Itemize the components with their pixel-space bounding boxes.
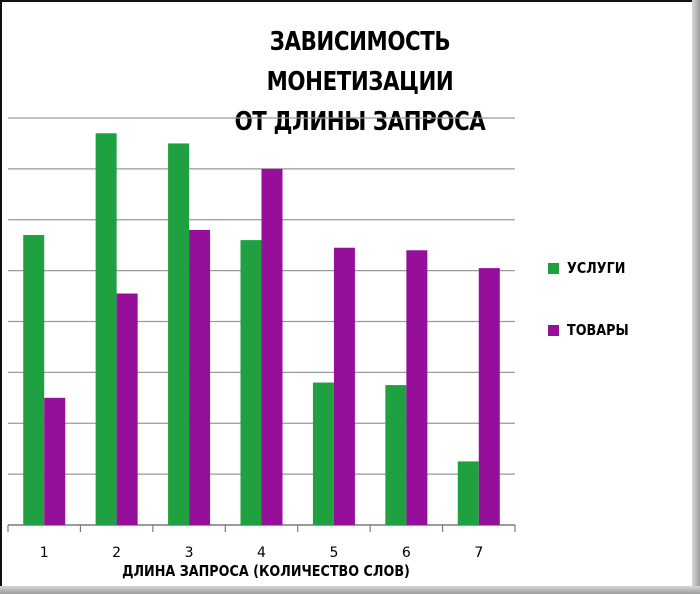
legend-label-goods: ТОВАРЫ: [567, 321, 629, 339]
x-tick-label: 5: [329, 545, 338, 561]
legend-swatch-goods: [548, 324, 559, 336]
bar-services: [312, 382, 334, 525]
bar-services: [168, 143, 190, 525]
x-tick-label: 3: [185, 545, 194, 561]
legend-item-goods: ТОВАРЫ: [548, 320, 640, 340]
x-tick-label: 7: [474, 545, 483, 561]
bar-services: [95, 133, 117, 525]
bar-goods: [478, 268, 500, 525]
legend-label-services: УСЛУГИ: [567, 259, 626, 277]
bar-goods: [116, 293, 138, 525]
bar-goods: [44, 397, 66, 525]
legend-item-services: УСЛУГИ: [548, 258, 636, 278]
bar-goods: [261, 168, 283, 525]
legend-swatch-services: [548, 262, 559, 274]
bar-services: [457, 461, 479, 525]
bar-services: [385, 385, 407, 525]
frame-shadow-bottom: [0, 586, 700, 594]
x-tick-label: 1: [40, 545, 49, 561]
chart-title-line-2: ОТ ДЛИНЫ ЗАПРОСА: [234, 107, 486, 137]
bar-goods: [333, 247, 355, 525]
x-tick-label: 6: [402, 545, 411, 561]
x-tick-label: 4: [257, 545, 266, 561]
bar-services: [240, 240, 262, 525]
frame-shadow: [692, 0, 700, 594]
x-axis-label: ДЛИНА ЗАПРОСА (КОЛИЧЕСТВО СЛОВ): [122, 562, 410, 580]
x-tick-label: 2: [112, 545, 121, 561]
chart-title-line-1: ЗАВИСИМОСТЬ МОНЕТИЗАЦИИ: [266, 27, 454, 97]
bar-goods: [406, 250, 428, 525]
chart-title: ЗАВИСИМОСТЬ МОНЕТИЗАЦИИ ОТ ДЛИНЫ ЗАПРОСА: [188, 22, 532, 142]
bar-goods: [189, 229, 211, 526]
bar-services: [23, 235, 45, 525]
